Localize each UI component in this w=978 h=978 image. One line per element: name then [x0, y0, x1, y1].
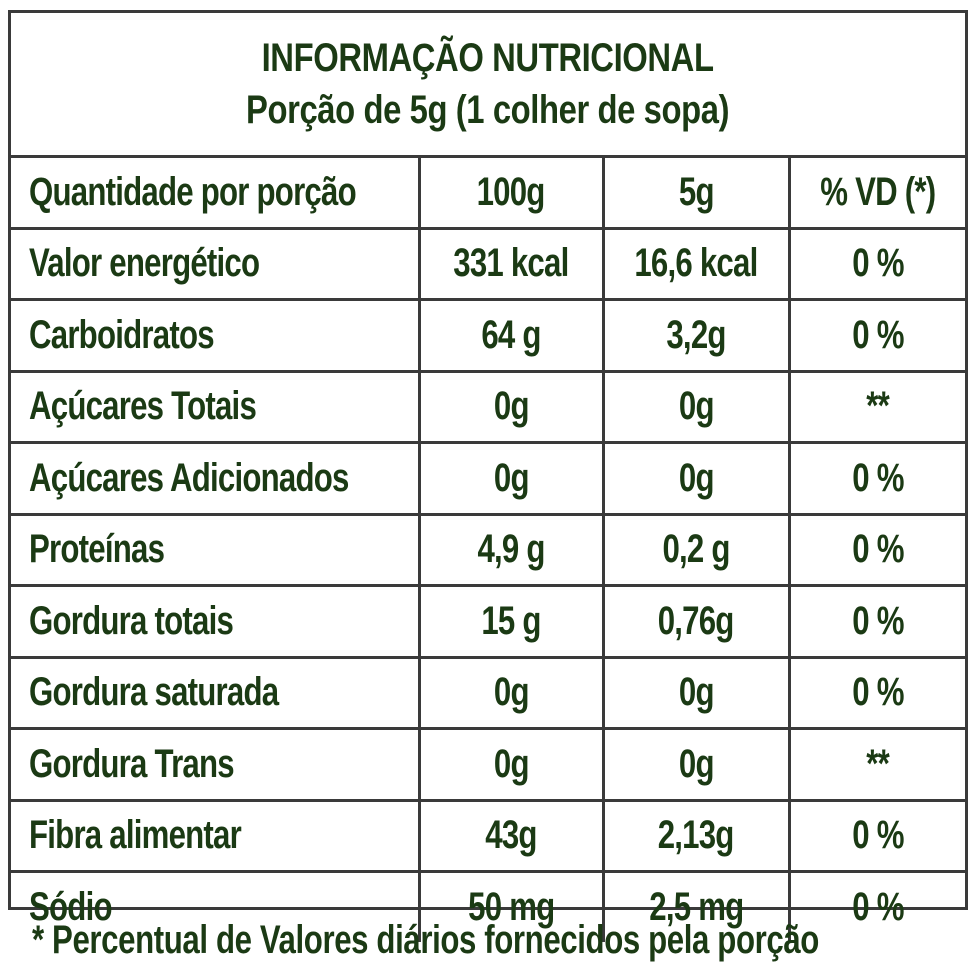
table-row: Fibra alimentar 43g 2,13g 0 % — [11, 798, 965, 872]
nutrient-name: Sódio — [11, 870, 419, 942]
value-per-serving: 16,6 kcal — [601, 226, 789, 300]
table-row: Sódio 50 mg 2,5 mg 0 % — [11, 870, 965, 942]
table-row: Gordura saturada 0g 0g 0 % — [11, 655, 965, 729]
daily-value-percent: ** — [787, 369, 965, 443]
value-per-100g: 64 g — [417, 298, 603, 371]
value-per-serving: 3,2g — [601, 298, 789, 371]
nutrition-table: Quantidade por porção 100g 5g % VD (*) V… — [11, 158, 965, 942]
nutrient-name: Açúcares Totais — [11, 369, 419, 443]
table-row: Carboidratos 64 g 3,2g 0 % — [11, 298, 965, 371]
value-per-serving: 0g — [601, 369, 789, 443]
daily-value-percent: 0 % — [787, 441, 965, 514]
daily-value-percent: 0 % — [787, 512, 965, 586]
value-per-serving: 0g — [601, 655, 789, 729]
value-per-100g: 4,9 g — [417, 512, 603, 586]
value-per-serving: 2,5 mg — [601, 870, 789, 942]
nutrition-title: INFORMAÇÃO NUTRICIONAL — [262, 36, 714, 80]
column-header-quantity: Quantidade por porção — [29, 169, 357, 214]
daily-value-percent: 0 % — [787, 798, 965, 872]
nutrient-name: Gordura saturada — [11, 655, 419, 729]
table-row: Açúcares Adicionados 0g 0g 0 % — [11, 441, 965, 514]
column-header-5g: 5g — [601, 158, 789, 228]
value-per-100g: 0g — [417, 727, 603, 800]
table-row: Gordura Trans 0g 0g ** — [11, 727, 965, 800]
nutrient-name: Valor energético — [11, 226, 419, 300]
nutrient-name: Carboidratos — [11, 298, 419, 371]
value-per-100g: 331 kcal — [417, 226, 603, 300]
nutrition-header: INFORMAÇÃO NUTRICIONAL Porção de 5g (1 c… — [11, 13, 965, 158]
daily-value-percent: 0 % — [787, 298, 965, 371]
value-per-serving: 0g — [601, 727, 789, 800]
nutrient-name: Gordura totais — [11, 584, 419, 657]
footnote: * Percentual de Valores diários fornecid… — [32, 918, 819, 962]
nutrient-name: Proteínas — [11, 512, 419, 586]
value-per-serving: 2,13g — [601, 798, 789, 872]
table-row: Gordura totais 15 g 0,76g 0 % — [11, 584, 965, 657]
value-per-100g: 0g — [417, 369, 603, 443]
value-per-100g: 0g — [417, 441, 603, 514]
value-per-serving: 0g — [601, 441, 789, 514]
daily-value-percent: 0 % — [787, 655, 965, 729]
value-per-100g: 43g — [417, 798, 603, 872]
value-per-serving: 0,2 g — [601, 512, 789, 586]
value-per-100g: 15 g — [417, 584, 603, 657]
value-per-100g: 0g — [417, 655, 603, 729]
table-row: Açúcares Totais 0g 0g ** — [11, 369, 965, 443]
nutrient-name: Açúcares Adicionados — [11, 441, 419, 514]
daily-value-percent: 0 % — [787, 584, 965, 657]
value-per-serving: 0,76g — [601, 584, 789, 657]
table-header-row: Quantidade por porção 100g 5g % VD (*) — [11, 158, 965, 228]
daily-value-percent: 0 % — [787, 870, 965, 942]
table-row: Proteínas 4,9 g 0,2 g 0 % — [11, 512, 965, 586]
nutrition-facts-panel: INFORMAÇÃO NUTRICIONAL Porção de 5g (1 c… — [8, 10, 968, 942]
table-row: Valor energético 331 kcal 16,6 kcal 0 % — [11, 226, 965, 300]
column-header-vd: % VD (*) — [787, 158, 965, 228]
daily-value-percent: ** — [787, 727, 965, 800]
daily-value-percent: 0 % — [787, 226, 965, 300]
column-header-100g: 100g — [417, 158, 603, 228]
value-per-100g: 50 mg — [417, 870, 603, 942]
serving-size: Porção de 5g (1 colher de sopa) — [246, 88, 730, 132]
nutrient-name: Fibra alimentar — [11, 798, 419, 872]
nutrient-name: Gordura Trans — [11, 727, 419, 800]
